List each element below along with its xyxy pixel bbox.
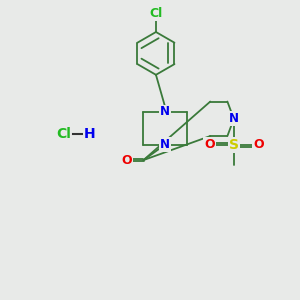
Text: S: S: [229, 138, 239, 152]
Text: Cl: Cl: [149, 7, 163, 20]
Text: N: N: [229, 112, 239, 125]
Text: Cl: Cl: [56, 127, 71, 141]
Text: N: N: [160, 106, 170, 118]
Text: O: O: [253, 138, 263, 152]
Text: N: N: [160, 138, 170, 151]
Text: O: O: [204, 138, 215, 152]
Text: H: H: [84, 127, 96, 141]
Text: O: O: [122, 154, 132, 166]
